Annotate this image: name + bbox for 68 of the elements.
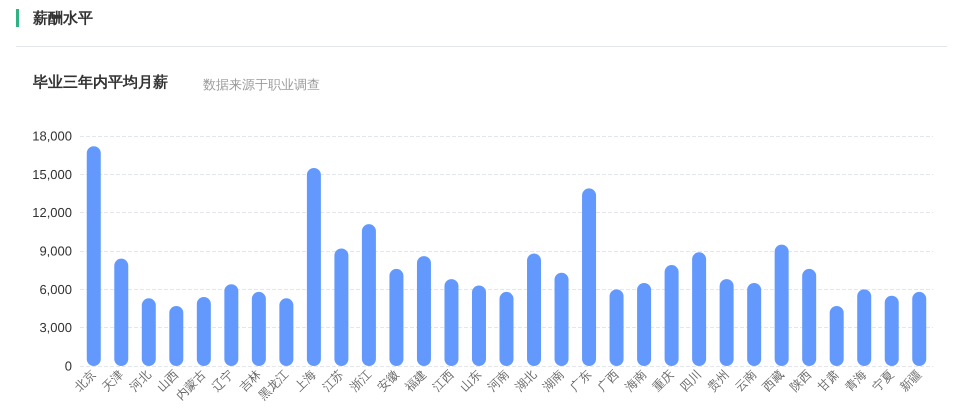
bar (444, 279, 458, 366)
bar (884, 296, 899, 366)
bar (142, 298, 156, 366)
bar (857, 289, 872, 366)
bar (196, 297, 211, 366)
y-tick-label: 0 (64, 358, 72, 374)
x-tick-label: 河北 (126, 367, 154, 394)
x-tick-label: 青海 (842, 367, 870, 394)
bar (720, 279, 734, 366)
y-tick-label: 15,000 (32, 166, 72, 182)
x-tick-label: 甘肃 (814, 367, 842, 394)
x-tick-label: 北京 (72, 367, 99, 394)
x-tick-label: 江西 (430, 367, 456, 394)
x-tick-label: 重庆 (650, 367, 677, 394)
x-tick-label: 浙江 (347, 367, 374, 394)
bar (252, 292, 266, 366)
x-tick-label: 宁夏 (870, 367, 897, 394)
bar (86, 146, 101, 366)
bar (664, 265, 679, 366)
x-tick-label: 贵州 (704, 367, 732, 394)
bar (362, 224, 376, 366)
chart-title: 毕业三年内平均月薪 (32, 74, 168, 91)
bar (830, 306, 844, 366)
bar (582, 188, 596, 366)
bar (500, 292, 514, 366)
x-tick-label: 云南 (732, 367, 760, 394)
x-tick-label: 湖北 (512, 367, 539, 394)
bar (610, 289, 624, 366)
bar (169, 306, 184, 366)
bar (279, 298, 294, 366)
y-tick-label: 6,000 (39, 282, 72, 297)
y-tick-label: 12,000 (32, 205, 72, 220)
bar (114, 258, 128, 366)
bar (527, 254, 542, 366)
bar (389, 268, 404, 366)
x-tick-label: 广东 (567, 367, 594, 394)
bar (554, 272, 569, 366)
y-tick-label: 3,000 (39, 320, 72, 336)
x-tick-label: 海南 (622, 367, 650, 394)
x-tick-label: 安徽 (374, 367, 402, 394)
x-tick-label: 福建 (402, 367, 429, 394)
x-tick-label: 广西 (594, 367, 622, 394)
bar (692, 252, 706, 366)
x-tick-label: 上海 (292, 367, 319, 394)
bar (224, 284, 238, 366)
x-tick-label: 天津 (99, 367, 126, 394)
y-tick-label: 9,000 (39, 244, 72, 258)
bar (747, 282, 762, 366)
bar (774, 244, 789, 366)
bar (637, 282, 652, 366)
chart-subtitle: 数据来源于职业调查 (203, 77, 320, 92)
x-tick-label: 西藏 (760, 367, 787, 394)
x-tick-label: 新疆 (897, 367, 924, 394)
x-tick-label: 山东 (457, 367, 484, 394)
x-tick-label: 河南 (484, 367, 512, 394)
x-tick-label: 江苏 (319, 367, 346, 394)
bar (802, 268, 816, 366)
bar (912, 292, 926, 366)
text: 薪酬水平 (16, 9, 93, 27)
bar (334, 248, 348, 366)
x-tick-label: 湖南 (540, 367, 566, 394)
x-tick-label: 四川 (677, 367, 704, 394)
bar (472, 286, 486, 366)
x-tick-label: 陕西 (787, 367, 814, 394)
bar (306, 168, 321, 366)
y-tick-label: 18,000 (32, 128, 72, 144)
bar (416, 256, 431, 366)
x-tick-label: 辽宁 (209, 367, 236, 394)
